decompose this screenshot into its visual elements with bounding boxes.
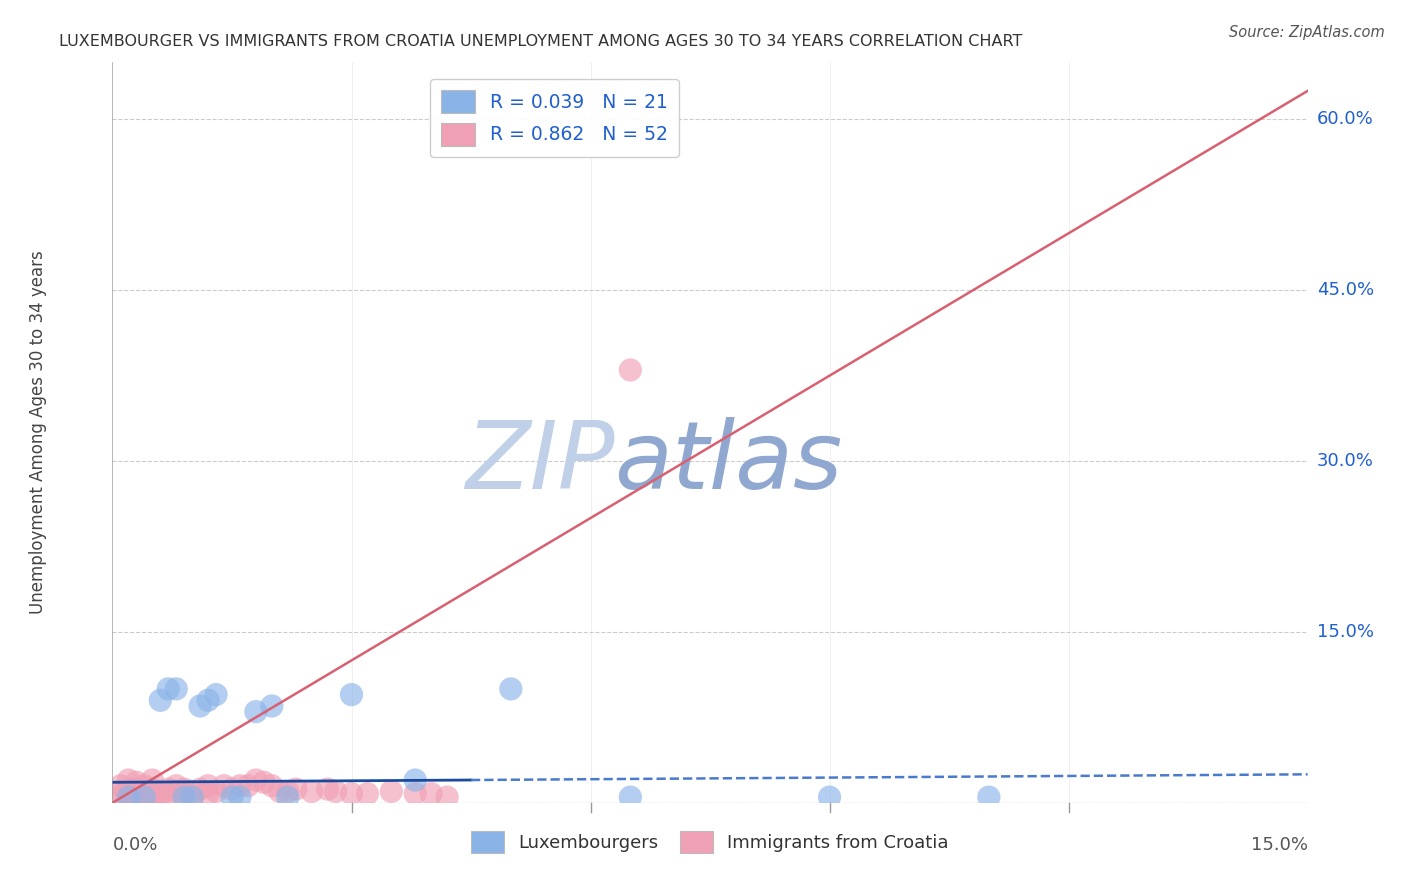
Point — [117, 787, 139, 801]
Text: LUXEMBOURGER VS IMMIGRANTS FROM CROATIA UNEMPLOYMENT AMONG AGES 30 TO 34 YEARS C: LUXEMBOURGER VS IMMIGRANTS FROM CROATIA … — [59, 34, 1022, 49]
Point — [205, 688, 228, 702]
Point — [117, 782, 139, 797]
Text: 0.0%: 0.0% — [112, 836, 157, 855]
Point — [110, 779, 132, 793]
Point — [380, 784, 402, 798]
Point — [125, 775, 148, 789]
Point — [340, 787, 363, 801]
Point — [619, 790, 641, 805]
Point — [173, 782, 195, 797]
Point — [141, 787, 163, 801]
Point — [253, 775, 276, 789]
Point — [134, 784, 156, 798]
Point — [356, 787, 378, 801]
Point — [499, 681, 522, 696]
Point — [157, 787, 180, 801]
Text: atlas: atlas — [614, 417, 842, 508]
Text: 60.0%: 60.0% — [1317, 111, 1374, 128]
Point — [301, 784, 323, 798]
Point — [110, 784, 132, 798]
Text: 15.0%: 15.0% — [1250, 836, 1308, 855]
Point — [212, 779, 235, 793]
Point — [134, 790, 156, 805]
Text: 15.0%: 15.0% — [1317, 623, 1374, 641]
Point — [149, 790, 172, 805]
Point — [165, 681, 187, 696]
Point — [245, 772, 267, 787]
Point — [141, 790, 163, 805]
Text: Unemployment Among Ages 30 to 34 years: Unemployment Among Ages 30 to 34 years — [30, 251, 48, 615]
Point — [229, 779, 252, 793]
Point — [117, 790, 139, 805]
Point — [316, 782, 339, 797]
Point — [221, 782, 243, 797]
Point — [134, 779, 156, 793]
Point — [149, 787, 172, 801]
Point — [197, 693, 219, 707]
Text: 45.0%: 45.0% — [1317, 281, 1374, 299]
Point — [117, 772, 139, 787]
Point — [284, 782, 307, 797]
Point — [245, 705, 267, 719]
Point — [125, 787, 148, 801]
Point — [141, 782, 163, 797]
Point — [229, 790, 252, 805]
Point — [157, 681, 180, 696]
Point — [141, 772, 163, 787]
Point — [157, 782, 180, 797]
Point — [173, 790, 195, 805]
Point — [117, 790, 139, 805]
Point — [404, 787, 426, 801]
Point — [205, 784, 228, 798]
Text: Source: ZipAtlas.com: Source: ZipAtlas.com — [1229, 25, 1385, 40]
Text: 30.0%: 30.0% — [1317, 452, 1374, 470]
Point — [165, 784, 187, 798]
Point — [818, 790, 841, 805]
Point — [977, 790, 1000, 805]
Point — [125, 790, 148, 805]
Point — [149, 693, 172, 707]
Point — [134, 790, 156, 805]
Point — [181, 790, 204, 805]
Point — [188, 782, 211, 797]
Point — [340, 688, 363, 702]
Point — [110, 790, 132, 805]
Point — [236, 779, 259, 793]
Point — [125, 782, 148, 797]
Point — [325, 784, 347, 798]
Point — [173, 787, 195, 801]
Point — [197, 787, 219, 801]
Point — [181, 784, 204, 798]
Point — [260, 779, 283, 793]
Point — [221, 790, 243, 805]
Text: ZIP: ZIP — [465, 417, 614, 508]
Point — [188, 698, 211, 713]
Point — [420, 787, 443, 801]
Legend: Luxembourgers, Immigrants from Croatia: Luxembourgers, Immigrants from Croatia — [464, 824, 956, 861]
Point — [277, 784, 299, 798]
Point — [181, 790, 204, 805]
Point — [260, 698, 283, 713]
Point — [619, 363, 641, 377]
Point — [404, 772, 426, 787]
Point — [197, 779, 219, 793]
Point — [436, 790, 458, 805]
Point — [269, 784, 291, 798]
Point — [277, 790, 299, 805]
Point — [165, 779, 187, 793]
